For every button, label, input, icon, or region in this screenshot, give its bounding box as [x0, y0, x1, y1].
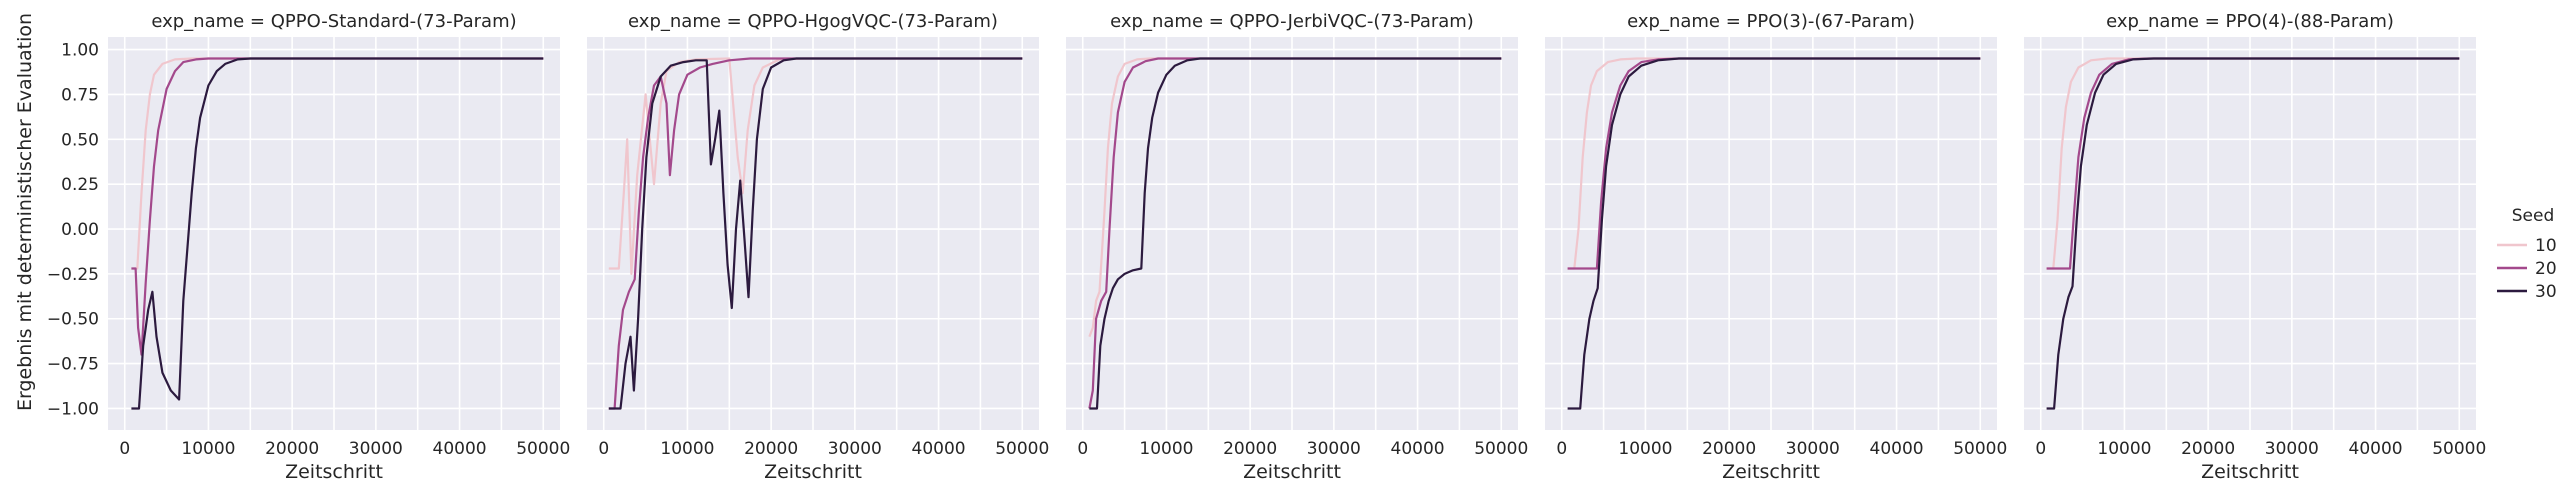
series-line-seed-10 [133, 57, 544, 270]
panel-title: exp_name = PPO(4)-(88-Param) [2106, 11, 2394, 32]
series-line-seed-10 [1567, 57, 1981, 270]
x-tick-label: 50000 [1474, 439, 1528, 459]
legend-label-seed-30: 30 [2535, 282, 2557, 302]
y-axis-label: Ergebnis mit deterministischer Evaluatio… [14, 13, 36, 411]
x-tick-label: 0 [598, 439, 609, 459]
x-tick-label: 40000 [1391, 439, 1445, 459]
series-line-seed-20 [1088, 57, 1502, 409]
series-line-seed-30 [2046, 57, 2460, 410]
x-tick-label: 30000 [1786, 439, 1840, 459]
x-tick-label: 20000 [1702, 439, 1756, 459]
y-tick-label: −0.75 [47, 355, 99, 375]
x-tick-label: 40000 [2349, 439, 2403, 459]
x-tick-label: 50000 [995, 439, 1049, 459]
x-tick-label: 0 [1556, 439, 1567, 459]
x-tick-label: 30000 [828, 439, 882, 459]
x-tick-label: 20000 [2181, 439, 2235, 459]
panel-title: exp_name = QPPO-Standard-(73-Param) [151, 11, 516, 32]
x-axis-label: Zeitschritt [1722, 461, 1820, 483]
series-line-seed-10 [1088, 57, 1502, 338]
y-tick-label: −1.00 [47, 399, 99, 419]
x-axis-label: Zeitschritt [1243, 461, 1341, 483]
x-axis-label: Zeitschritt [2201, 461, 2299, 483]
x-tick-label: 0 [2035, 439, 2046, 459]
panel-title: exp_name = QPPO-HgogVQC-(73-Param) [628, 11, 998, 32]
x-tick-label: 40000 [433, 439, 487, 459]
x-axis-label: Zeitschritt [764, 461, 862, 483]
y-tick-label: −0.50 [47, 310, 99, 330]
x-tick-label: 30000 [349, 439, 403, 459]
series-line-seed-10 [2046, 57, 2460, 270]
panel-title: exp_name = PPO(3)-(67-Param) [1627, 11, 1915, 32]
series-line-seed-30 [131, 57, 544, 410]
y-tick-label: 0.50 [61, 130, 99, 150]
panel-title: exp_name = QPPO-JerbiVQC-(73-Param) [1110, 11, 1474, 32]
legend-label-seed-10: 10 [2535, 236, 2557, 256]
x-tick-label: 0 [1077, 439, 1088, 459]
series-line-seed-30 [608, 57, 1023, 410]
legend-title: Seed [2512, 206, 2555, 226]
x-axis-label: Zeitschritt [285, 461, 383, 483]
facet-panel-1: 0 10000 20000 30000 40000 50000 Zeitschritt exp… [47, 11, 570, 483]
legend-label-seed-20: 20 [2535, 259, 2557, 279]
x-tick-label: 50000 [516, 439, 570, 459]
series-line-seed-30 [1567, 57, 1981, 410]
x-tick-label: 50000 [1953, 439, 2007, 459]
x-tick-label: 10000 [181, 439, 235, 459]
x-tick-label: 20000 [744, 439, 798, 459]
facet-panel-4: 0 10000 20000 30000 40000 50000 Zeitschritt exp… [1545, 11, 2007, 483]
x-tick-label: 10000 [1139, 439, 1193, 459]
x-tick-label: 40000 [912, 439, 966, 459]
series-line-seed-10 [608, 57, 1023, 275]
series-line-seed-30 [1089, 57, 1502, 410]
y-tick-label: 0.25 [61, 175, 99, 195]
facet-panel-5: 0 10000 20000 30000 40000 50000 Zeitschritt exp… [2024, 11, 2486, 483]
x-tick-label: 20000 [265, 439, 319, 459]
y-tick-label: −0.25 [47, 265, 99, 285]
x-tick-label: 50000 [2432, 439, 2486, 459]
x-tick-label: 10000 [2097, 439, 2151, 459]
y-tick-label: 0.75 [61, 85, 99, 105]
x-tick-label: 10000 [1618, 439, 1672, 459]
facet-panel-3: 0 10000 20000 30000 40000 50000 Zeitschritt exp… [1066, 11, 1528, 483]
panels: 0 10000 20000 30000 40000 50000 Zeitschritt exp… [47, 11, 2486, 483]
series-line-seed-20 [131, 57, 544, 356]
x-tick-label: 30000 [1307, 439, 1361, 459]
x-tick-label: 40000 [1870, 439, 1924, 459]
y-tick-label: 0.00 [61, 220, 99, 240]
x-tick-label: 20000 [1223, 439, 1277, 459]
x-tick-label: 10000 [660, 439, 714, 459]
facet-panel-2: 0 10000 20000 30000 40000 50000 Zeitschritt exp… [587, 11, 1049, 483]
x-tick-label: 30000 [2265, 439, 2319, 459]
y-tick-label: 1.00 [61, 41, 99, 61]
legend: Seed 10 20 30 [2497, 206, 2557, 302]
x-tick-label: 0 [119, 439, 130, 459]
